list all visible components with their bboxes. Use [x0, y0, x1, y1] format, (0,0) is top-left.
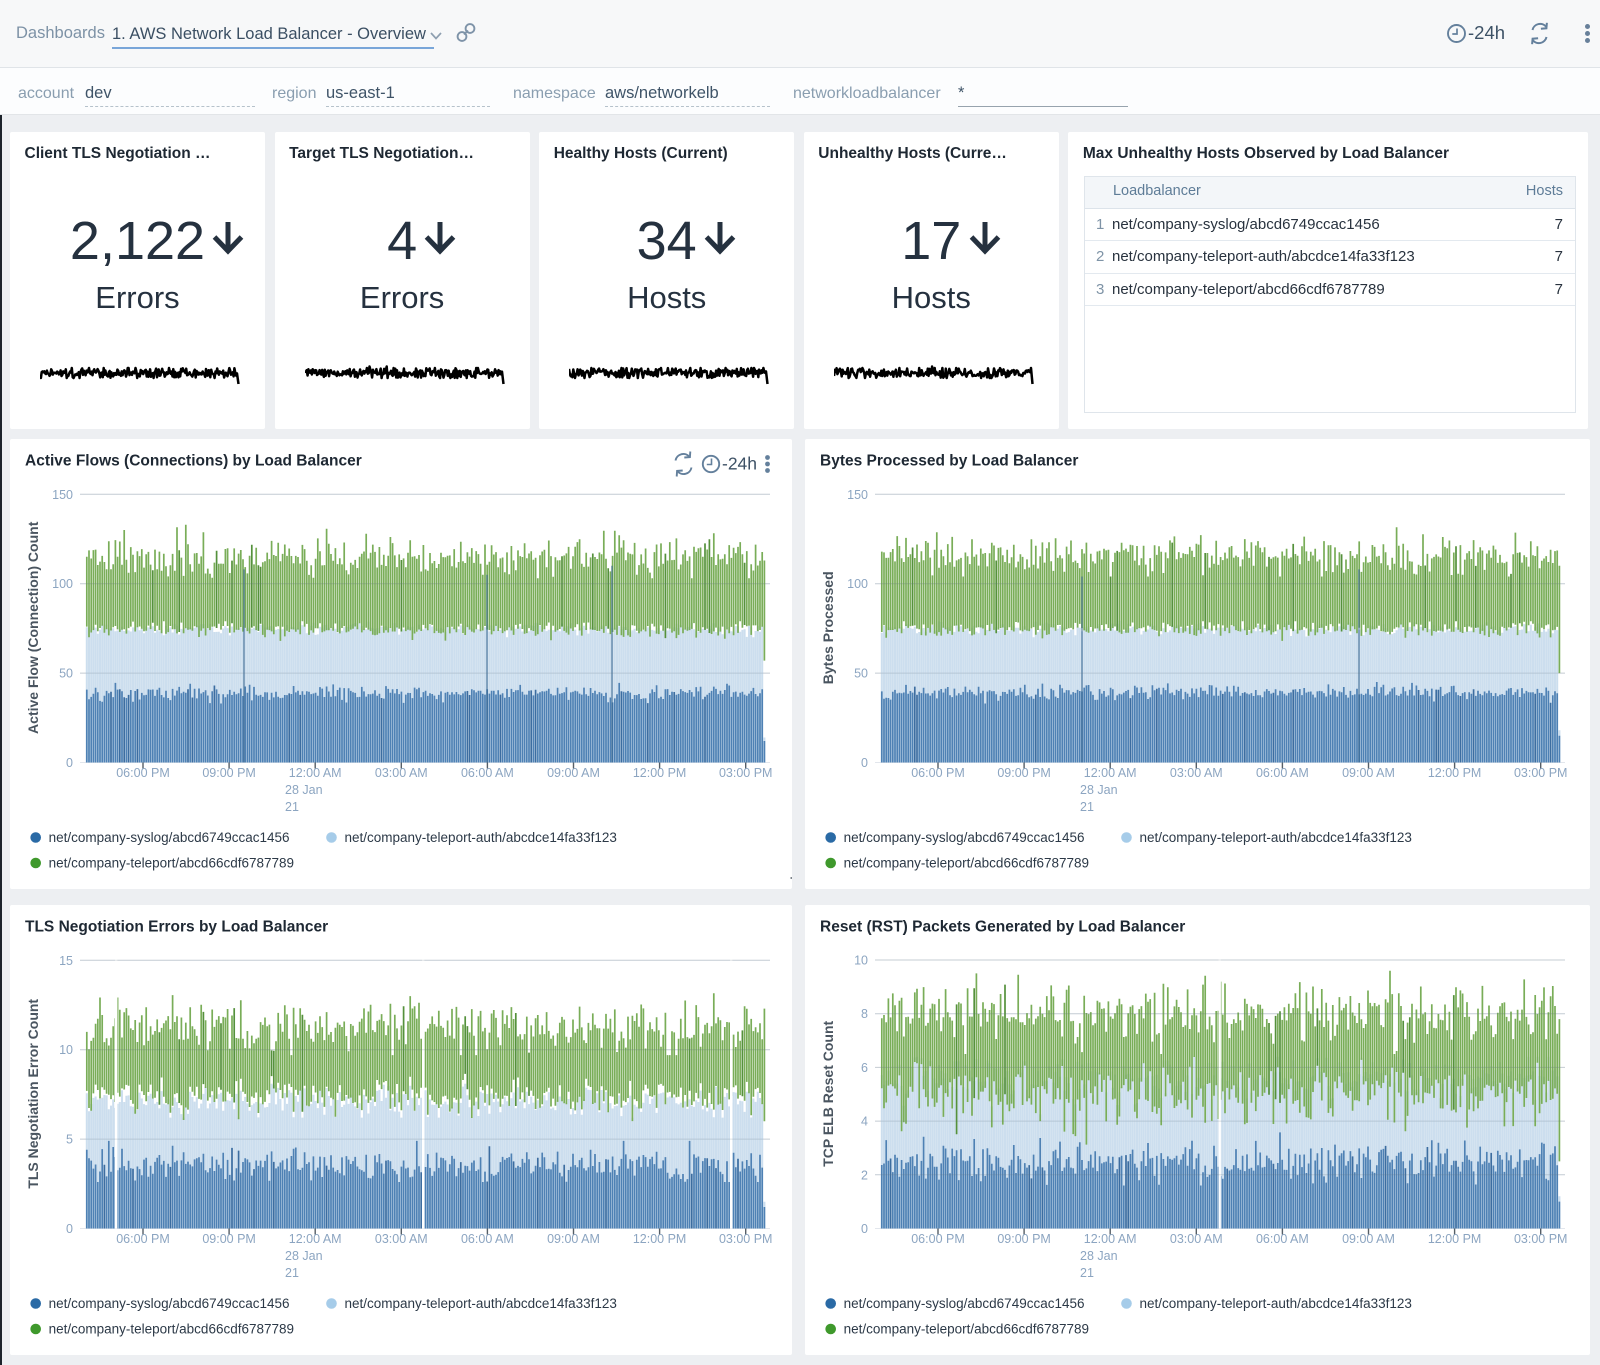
svg-text:net/company-teleport-auth/abcd: net/company-teleport-auth/abcdce14fa33f1… — [1140, 1296, 1412, 1311]
svg-text:12:00 PM: 12:00 PM — [633, 766, 687, 780]
svg-text:8: 8 — [861, 1007, 868, 1021]
svg-text:21: 21 — [1080, 800, 1094, 814]
svg-text:net/company-teleport-auth/abcd: net/company-teleport-auth/abcdce14fa33f1… — [345, 1296, 617, 1311]
svg-text:net/company-teleport-auth/abcd: net/company-teleport-auth/abcdce14fa33f1… — [345, 830, 617, 845]
svg-text:03:00 PM: 03:00 PM — [1514, 1232, 1568, 1246]
svg-text:28 Jan: 28 Jan — [285, 1249, 323, 1263]
svg-text:net/company-teleport/abcd66cdf: net/company-teleport/abcd66cdf6787789 — [844, 1322, 1089, 1337]
svg-text:150: 150 — [52, 487, 73, 501]
svg-text:06:00 PM: 06:00 PM — [911, 766, 965, 780]
svg-text:12:00 PM: 12:00 PM — [633, 1232, 687, 1246]
svg-text:15: 15 — [59, 954, 73, 968]
svg-text:28 Jan: 28 Jan — [285, 783, 323, 797]
svg-text:Active Flow (Connection) Count: Active Flow (Connection) Count — [25, 521, 41, 734]
svg-text:0: 0 — [861, 1222, 868, 1236]
svg-text:03:00 PM: 03:00 PM — [719, 766, 773, 780]
svg-text:21: 21 — [1080, 1266, 1094, 1280]
svg-text:12:00 AM: 12:00 AM — [1084, 766, 1137, 780]
svg-text:6: 6 — [861, 1061, 868, 1075]
svg-text:12:00 PM: 12:00 PM — [1428, 1232, 1482, 1246]
svg-text:21: 21 — [285, 800, 299, 814]
svg-text:50: 50 — [854, 666, 868, 680]
svg-text:150: 150 — [847, 487, 868, 501]
svg-text:50: 50 — [59, 666, 73, 680]
svg-text:03:00 AM: 03:00 AM — [1170, 766, 1223, 780]
svg-text:Bytes Processed by Load Balanc: Bytes Processed by Load Balancer — [820, 452, 1078, 469]
svg-text:net/company-teleport/abcd66cdf: net/company-teleport/abcd66cdf6787789 — [49, 855, 294, 870]
svg-text:net/company-syslog/abcd6749cca: net/company-syslog/abcd6749ccac1456 — [49, 1296, 290, 1311]
svg-text:10: 10 — [854, 954, 868, 968]
svg-text:06:00 PM: 06:00 PM — [116, 1232, 170, 1246]
svg-text:28 Jan: 28 Jan — [1080, 783, 1118, 797]
svg-text:12:00 AM: 12:00 AM — [289, 1232, 342, 1246]
svg-text:net/company-syslog/abcd6749cca: net/company-syslog/abcd6749ccac1456 — [49, 830, 290, 845]
svg-text:06:00 AM: 06:00 AM — [461, 766, 514, 780]
svg-text:TCP ELB Reset Count: TCP ELB Reset Count — [820, 1020, 836, 1166]
svg-text:-24h: -24h — [722, 453, 757, 473]
svg-text:09:00 AM: 09:00 AM — [547, 1232, 600, 1246]
svg-text:2: 2 — [861, 1168, 868, 1182]
svg-text:03:00 PM: 03:00 PM — [1514, 766, 1568, 780]
svg-text:06:00 AM: 06:00 AM — [1256, 766, 1309, 780]
svg-text:12:00 AM: 12:00 AM — [1084, 1232, 1137, 1246]
svg-text:100: 100 — [847, 577, 868, 591]
svg-text:100: 100 — [52, 577, 73, 591]
svg-text:06:00 PM: 06:00 PM — [911, 1232, 965, 1246]
svg-text:0: 0 — [66, 1222, 73, 1236]
svg-text:09:00 AM: 09:00 AM — [1342, 766, 1395, 780]
svg-text:03:00 AM: 03:00 AM — [1170, 1232, 1223, 1246]
svg-text:Active Flows (Connections) by: Active Flows (Connections) by Load Balan… — [25, 452, 362, 469]
svg-text:06:00 PM: 06:00 PM — [116, 766, 170, 780]
svg-text:09:00 PM: 09:00 PM — [997, 766, 1051, 780]
svg-text:net/company-teleport/abcd66cdf: net/company-teleport/abcd66cdf6787789 — [49, 1322, 294, 1337]
svg-text:09:00 PM: 09:00 PM — [997, 1232, 1051, 1246]
svg-text:10: 10 — [59, 1043, 73, 1057]
svg-text:0: 0 — [66, 756, 73, 770]
svg-text:28 Jan: 28 Jan — [1080, 1249, 1118, 1263]
svg-text:03:00 AM: 03:00 AM — [375, 1232, 428, 1246]
svg-text:net/company-teleport/abcd66cdf: net/company-teleport/abcd66cdf6787789 — [844, 855, 1089, 870]
svg-text:03:00 PM: 03:00 PM — [719, 1232, 773, 1246]
svg-text:12:00 PM: 12:00 PM — [1428, 766, 1482, 780]
svg-text:21: 21 — [285, 1266, 299, 1280]
svg-text:09:00 AM: 09:00 AM — [1342, 1232, 1395, 1246]
svg-text:Bytes Processed: Bytes Processed — [820, 571, 836, 684]
svg-text:Reset (RST) Packets Generated: Reset (RST) Packets Generated by Load Ba… — [820, 919, 1185, 936]
svg-text:06:00 AM: 06:00 AM — [461, 1232, 514, 1246]
svg-text:03:00 AM: 03:00 AM — [375, 766, 428, 780]
svg-text:4: 4 — [861, 1115, 868, 1129]
svg-text:0: 0 — [861, 756, 868, 770]
svg-text:net/company-syslog/abcd6749cca: net/company-syslog/abcd6749ccac1456 — [844, 1296, 1085, 1311]
svg-text:5: 5 — [66, 1133, 73, 1147]
svg-text:09:00 PM: 09:00 PM — [202, 1232, 256, 1246]
svg-text:06:00 AM: 06:00 AM — [1256, 1232, 1309, 1246]
svg-text:TLS Negotiation Error Count: TLS Negotiation Error Count — [25, 999, 41, 1189]
svg-text:net/company-syslog/abcd6749cca: net/company-syslog/abcd6749ccac1456 — [844, 830, 1085, 845]
svg-text:net/company-teleport-auth/abcd: net/company-teleport-auth/abcdce14fa33f1… — [1140, 830, 1412, 845]
svg-text:09:00 PM: 09:00 PM — [202, 766, 256, 780]
svg-text:12:00 AM: 12:00 AM — [289, 766, 342, 780]
svg-text:TLS Negotiation Errors by Load: TLS Negotiation Errors by Load Balancer — [25, 919, 328, 936]
svg-text:09:00 AM: 09:00 AM — [547, 766, 600, 780]
